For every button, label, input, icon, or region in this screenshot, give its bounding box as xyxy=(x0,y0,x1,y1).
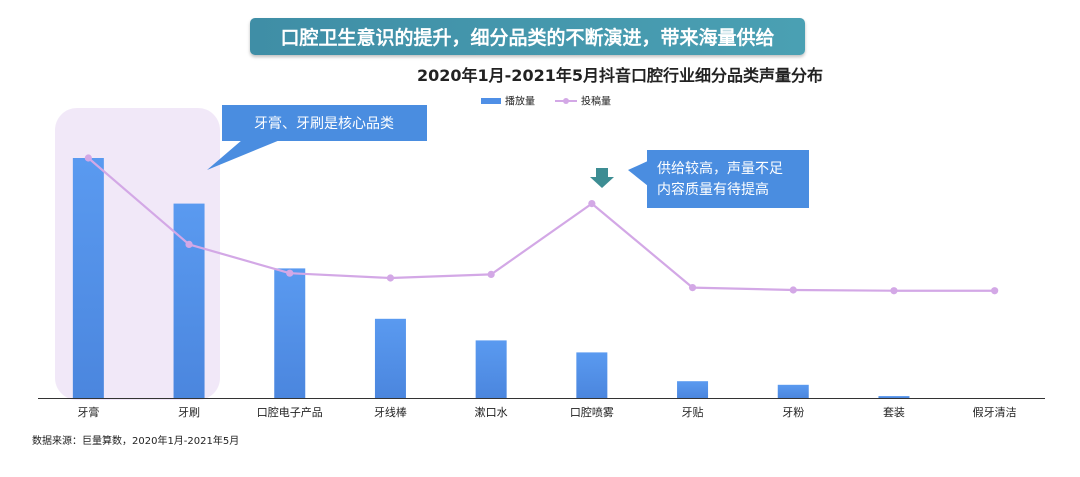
point-投稿量-牙贴 xyxy=(688,284,697,292)
bar-播放量-牙膏 xyxy=(72,158,104,398)
point-投稿量-漱口水 xyxy=(487,270,495,278)
point-投稿量-套装 xyxy=(890,287,898,295)
data-source-note: 数据来源：巨量算数，2020年1月-2021年5月 xyxy=(32,436,240,447)
point-投稿量-假牙清洁 xyxy=(991,287,999,295)
callout-supply-text-line1: 供给较高，声量不足 xyxy=(657,160,783,177)
down-arrow-icon-stem xyxy=(596,168,608,177)
bar-播放量-漱口水 xyxy=(475,340,507,398)
bar-播放量-牙粉 xyxy=(777,384,809,398)
callout-core-text: 牙膏、牙刷是核心品类 xyxy=(254,115,394,132)
down-arrow-icon xyxy=(590,177,614,188)
point-投稿量-牙膏 xyxy=(84,154,92,162)
x-tick-label: 假牙清洁 xyxy=(973,405,1017,419)
x-tick-label: 套装 xyxy=(883,406,905,419)
legend-marker-line xyxy=(563,98,569,104)
legend-label-line: 投稿量 xyxy=(581,95,611,108)
x-tick-label: 牙刷 xyxy=(178,406,200,419)
x-tick-label: 牙贴 xyxy=(682,405,704,419)
x-tick-label: 牙线棒 xyxy=(374,405,407,419)
bar-播放量-牙线棒 xyxy=(374,318,406,398)
bar-播放量-口腔电子产品 xyxy=(274,268,306,398)
legend-label-bar: 播放量 xyxy=(505,95,535,108)
point-投稿量-口腔喷雾 xyxy=(588,200,596,208)
callout-core-box xyxy=(222,105,427,141)
legend-swatch-bar xyxy=(481,98,501,104)
callout-core-pointer xyxy=(207,140,280,170)
callout-supply-box xyxy=(647,150,809,208)
bar-播放量-牙贴 xyxy=(677,381,709,398)
x-tick-label: 漱口水 xyxy=(475,406,508,419)
point-投稿量-牙线棒 xyxy=(386,274,395,282)
x-tick-label: 口腔喷雾 xyxy=(570,405,614,419)
headline-banner: 口腔卫生意识的提升，细分品类的不断演进，带来海量供给 xyxy=(250,18,805,55)
chart-title: 2020年1月-2021年5月抖音口腔行业细分品类声量分布 xyxy=(417,66,823,85)
point-投稿量-口腔电子产品 xyxy=(286,269,294,277)
point-投稿量-牙粉 xyxy=(789,286,797,294)
bar-播放量-口腔喷雾 xyxy=(576,352,608,398)
point-投稿量-牙刷 xyxy=(185,240,193,248)
bar-播放量-套装 xyxy=(878,396,910,398)
line-投稿量 xyxy=(87,157,995,292)
x-tick-label: 牙粉 xyxy=(782,406,804,419)
headline-text: 口腔卫生意识的提升，细分品类的不断演进，带来海量供给 xyxy=(280,27,775,49)
x-tick-label: 口腔电子产品 xyxy=(257,405,323,419)
callout-supply-pointer xyxy=(628,160,650,186)
x-tick-label: 牙膏 xyxy=(77,405,99,419)
bar-播放量-牙刷 xyxy=(173,203,205,398)
callout-supply-text-line2: 内容质量有待提高 xyxy=(657,181,769,198)
